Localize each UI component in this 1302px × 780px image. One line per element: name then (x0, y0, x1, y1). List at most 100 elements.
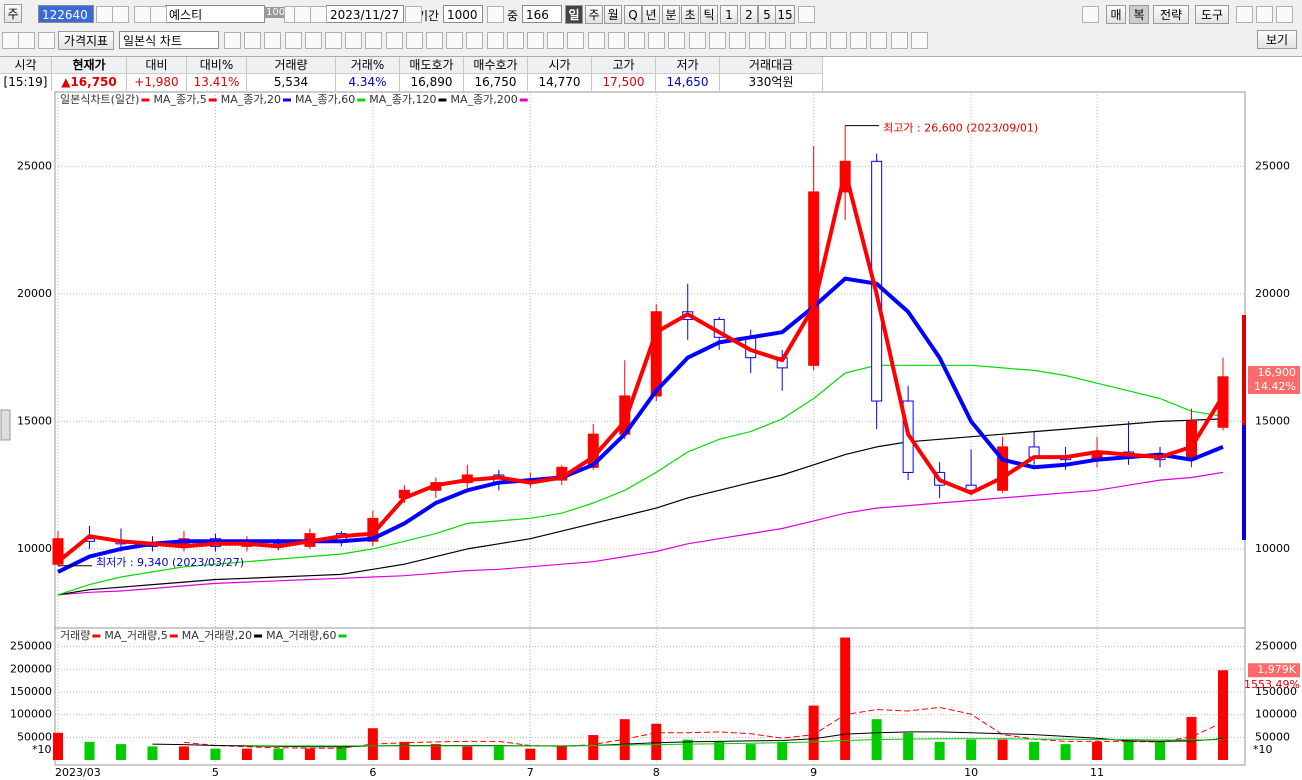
toolbar-icon[interactable] (365, 32, 382, 49)
volume-pane (54, 627, 1246, 766)
y-tick-label: 150000 (10, 685, 52, 698)
view-button[interactable]: 보기 (1257, 30, 1297, 49)
middle-input[interactable]: 166 (522, 5, 562, 23)
toolbar-icon[interactable] (547, 32, 564, 49)
toolbar-icon[interactable] (18, 32, 35, 49)
toolbar-icon[interactable] (769, 32, 786, 49)
legend-label: MA_거래량,5 (104, 629, 167, 642)
y-tick-label: 20000 (17, 287, 52, 300)
toolbar-icon[interactable] (1256, 6, 1273, 23)
toolbar-icon[interactable] (345, 32, 362, 49)
interval-button[interactable]: 월 (604, 5, 622, 24)
volume-bar (178, 746, 189, 760)
tool-button[interactable]: 전략 (1153, 5, 1189, 24)
toolbar-icon[interactable] (798, 6, 815, 23)
toolbar-icon[interactable] (305, 32, 322, 49)
code-input[interactable]: 122640 (38, 5, 94, 23)
toolbar-icon[interactable] (325, 32, 342, 49)
toolbar-icon[interactable] (426, 32, 443, 49)
name-count: 100 (264, 7, 288, 18)
y-tick-label: 15000 (1255, 414, 1290, 427)
toolbar-icon[interactable] (668, 32, 685, 49)
toolbar-icon[interactable] (588, 32, 605, 49)
toolbar-icon[interactable] (406, 32, 423, 49)
quote-table: 시각 [15:19] 현재가 ▲16,750 대비 +1,980 대비% 13.41% 거래량 5… (0, 56, 1302, 93)
toolbar-icon[interactable] (507, 32, 524, 49)
x-tick-label: 2023/03 (55, 766, 101, 779)
indicator-button[interactable]: 가격지표 (58, 31, 114, 50)
y-tick-label: 10000 (1255, 542, 1290, 555)
toolbar-icon[interactable] (466, 32, 483, 49)
candle-body (997, 446, 1009, 491)
interval-button[interactable]: 15 (775, 5, 795, 24)
quote-header: 시각 (0, 57, 52, 74)
price-tag: 16,900 (1258, 366, 1297, 379)
toolbar-icon[interactable] (648, 32, 665, 49)
toolbar-icon[interactable] (150, 6, 167, 23)
toolbar-icon[interactable] (870, 32, 887, 49)
toolbar-icon[interactable] (891, 32, 908, 49)
toolbar-icon[interactable] (689, 32, 706, 49)
toolbar-icon[interactable] (790, 32, 807, 49)
toolbar-icon[interactable] (749, 32, 766, 49)
toolbar-icon[interactable] (911, 32, 928, 49)
toolbar-icon[interactable] (527, 32, 544, 49)
toolbar-icon[interactable] (567, 32, 584, 49)
volume-bar (115, 744, 126, 760)
toolbar-icon[interactable] (224, 32, 241, 49)
toolbar-icon[interactable] (628, 32, 645, 49)
toolbar-icon[interactable] (1236, 6, 1253, 23)
interval-button[interactable]: 5 (758, 5, 776, 24)
price-tag-box (1248, 365, 1300, 394)
price-tag-change: 14.42% (1254, 380, 1296, 393)
toolbar-icon[interactable] (386, 32, 403, 49)
volume-bar (399, 741, 410, 760)
volume-bar (1123, 739, 1134, 760)
interval-button[interactable]: 주 (585, 5, 603, 24)
toolbar-icon[interactable] (112, 6, 129, 23)
tool-button[interactable]: 도구 (1195, 5, 1229, 24)
interval-button[interactable]: 분 (662, 5, 680, 24)
market-button[interactable]: 주 (4, 4, 22, 23)
toolbar-icon[interactable] (1082, 6, 1099, 23)
toolbar-icon[interactable] (310, 6, 327, 23)
interval-button[interactable]: 1 (720, 5, 738, 24)
toolbar-icon[interactable] (264, 32, 281, 49)
interval-button[interactable]: 일 (565, 5, 583, 24)
volume-bar (777, 741, 788, 760)
y-tick-label: 25000 (1255, 159, 1290, 172)
date-input[interactable]: 2023/11/27 (326, 5, 404, 23)
volume-bar (840, 637, 851, 760)
volume-bar (682, 739, 693, 760)
toolbar-icon[interactable] (244, 32, 261, 49)
interval-button[interactable]: 초 (681, 5, 699, 24)
toolbar-icon[interactable] (38, 32, 55, 49)
toolbar-icon[interactable] (405, 6, 422, 23)
toolbar-icon[interactable] (1276, 6, 1293, 23)
toolbar-icon[interactable] (487, 32, 504, 49)
tool-button[interactable]: 복 (1129, 5, 1149, 24)
toolbar-icon[interactable] (285, 32, 302, 49)
volume-bar (84, 741, 95, 760)
chart-style-select[interactable]: 일본식 차트 (119, 31, 219, 49)
toolbar-icon[interactable] (830, 32, 847, 49)
interval-button[interactable]: 년 (642, 5, 660, 24)
period-input[interactable]: 1000 (443, 5, 483, 23)
volume-bar (1029, 741, 1040, 760)
toolbar-icon[interactable] (850, 32, 867, 49)
interval-button[interactable]: Q (624, 5, 642, 24)
interval-button[interactable]: 2 (740, 5, 758, 24)
side-toggle[interactable] (0, 409, 11, 441)
tool-button[interactable]: 매 (1106, 5, 1126, 24)
volume-bar (304, 748, 315, 760)
toolbar-icon[interactable] (608, 32, 625, 49)
toolbar-icon[interactable] (487, 6, 504, 23)
toolbar-icon[interactable] (709, 32, 726, 49)
interval-button[interactable]: 틱 (700, 5, 718, 24)
toolbar-icon[interactable] (810, 32, 827, 49)
distribution-bar (1242, 425, 1246, 540)
toolbar-icon[interactable] (446, 32, 463, 49)
candle-body (965, 484, 977, 491)
toolbar-icon[interactable] (729, 32, 746, 49)
